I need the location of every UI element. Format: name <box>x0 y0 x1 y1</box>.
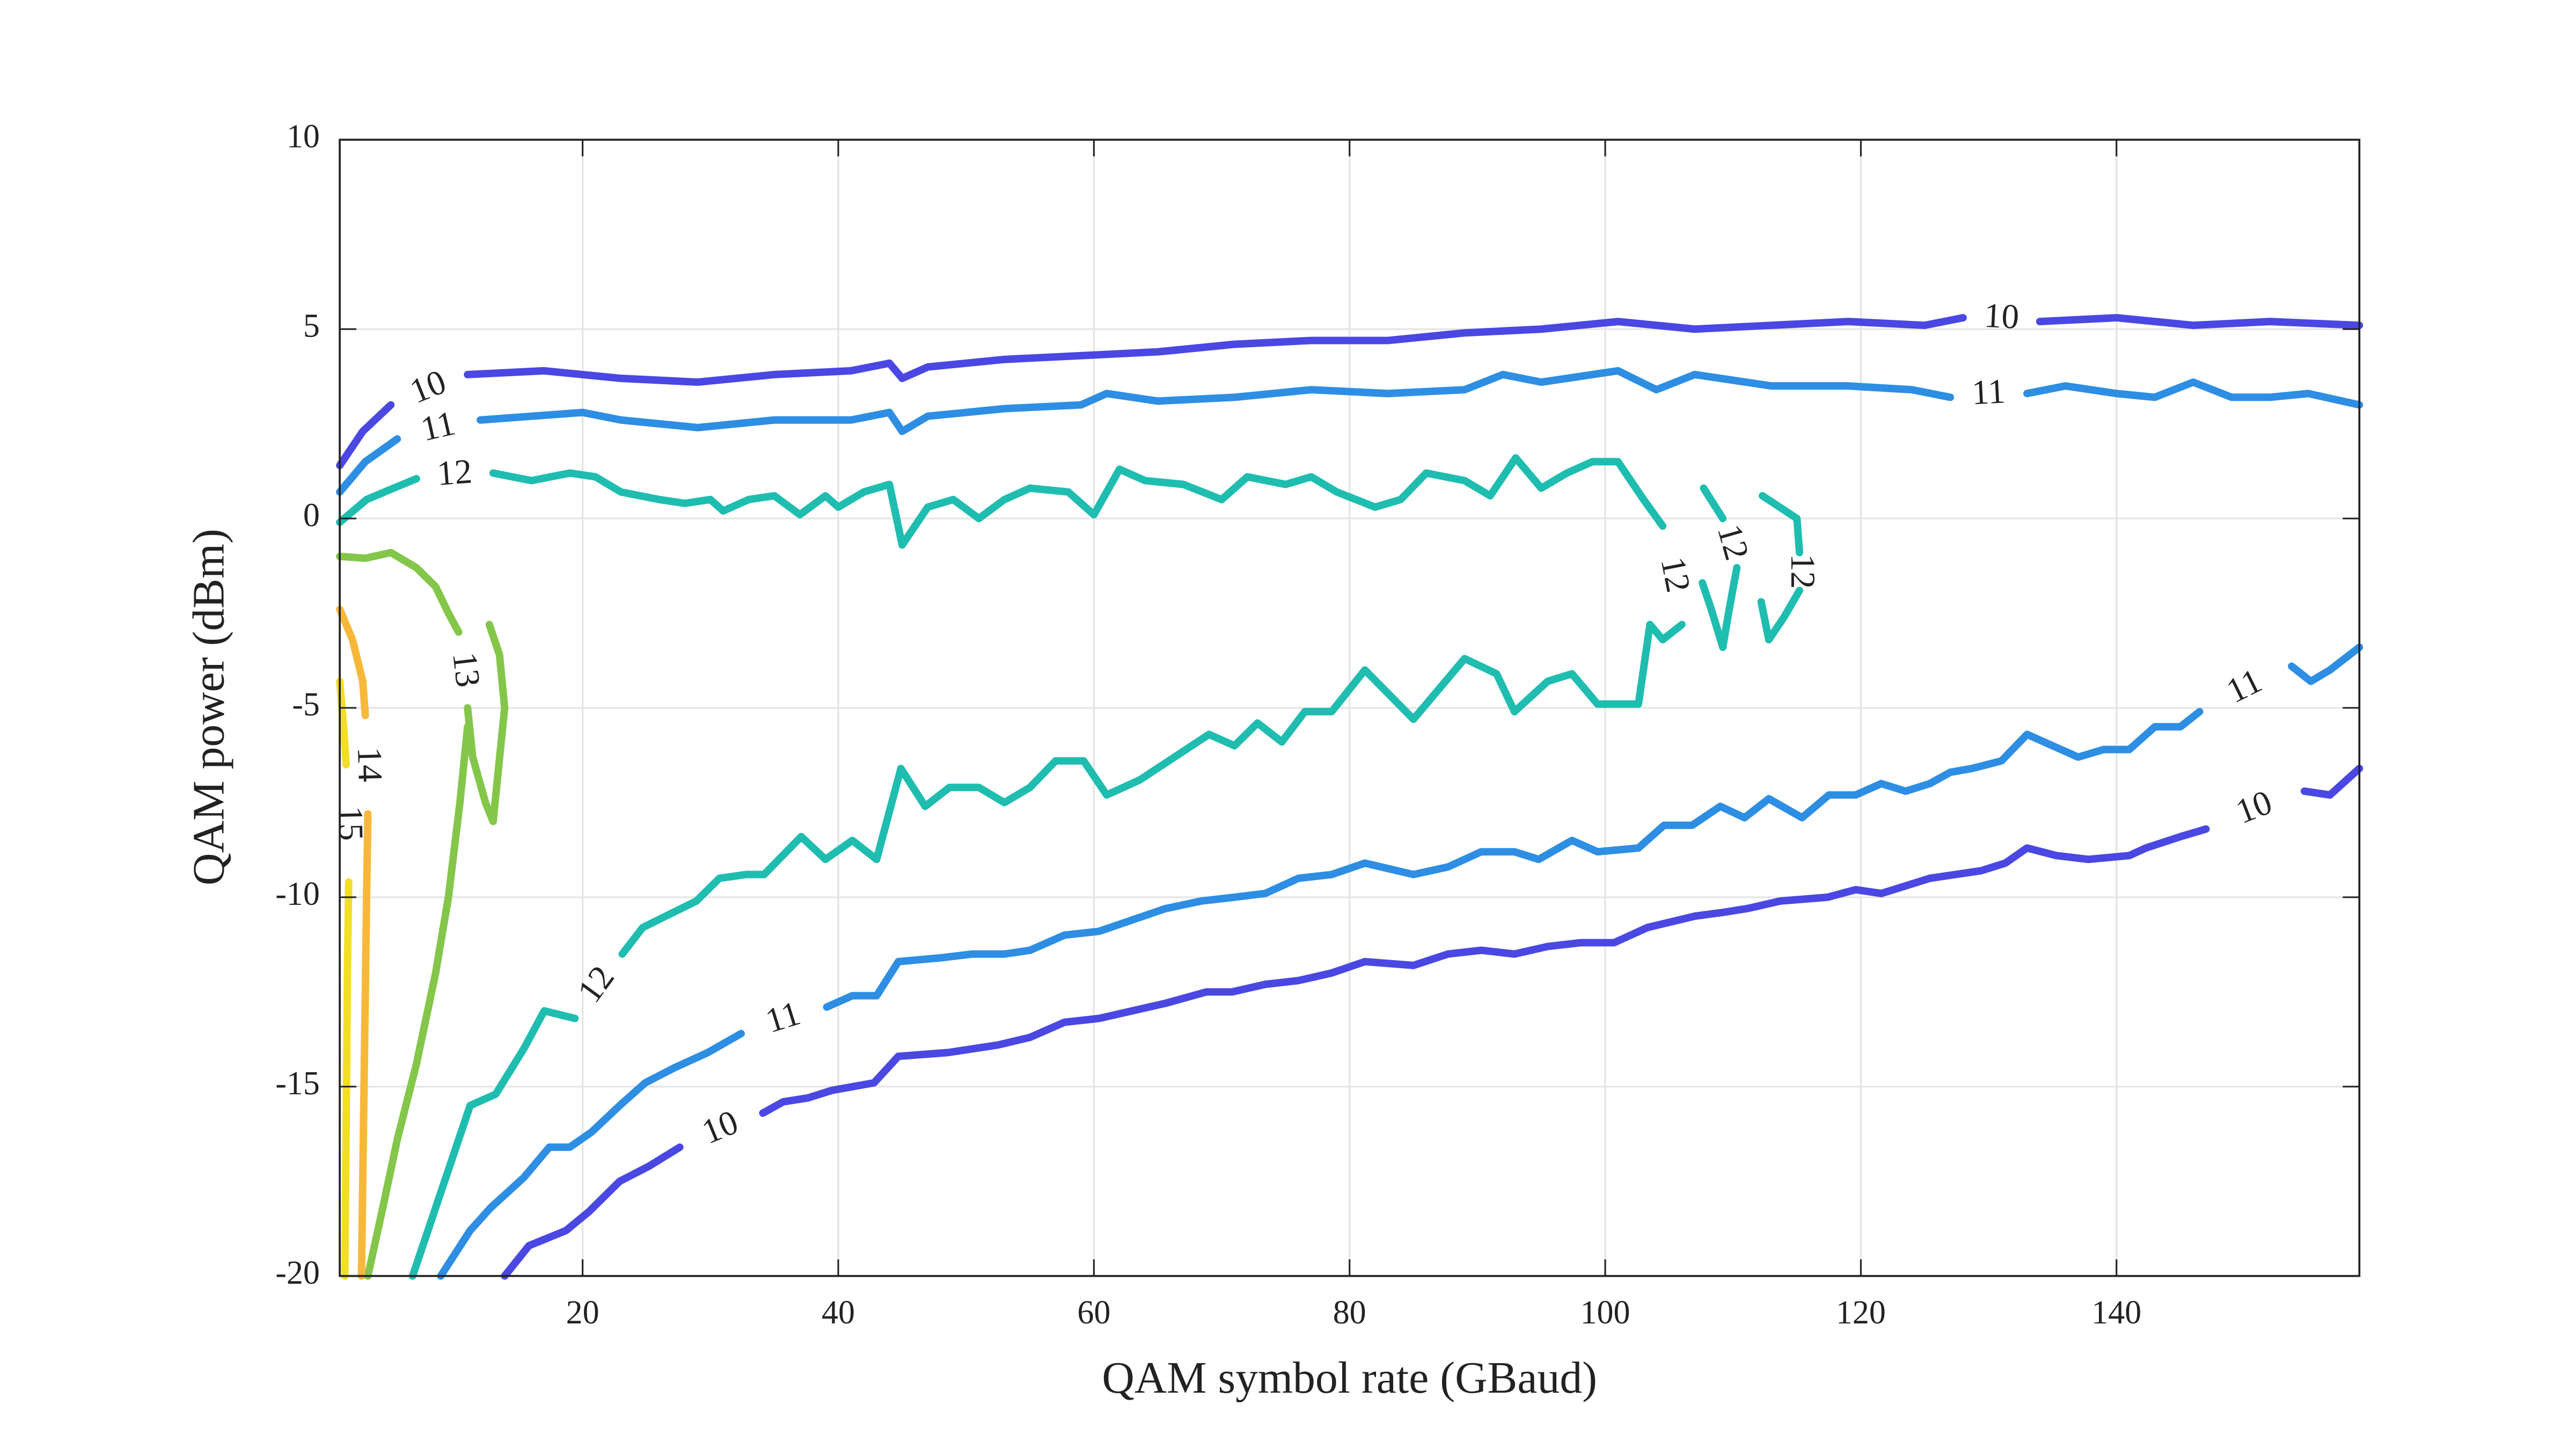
x-tick-label: 80 <box>1333 1294 1366 1331</box>
plot-frame <box>339 138 2361 1277</box>
contour-line <box>336 454 1686 1280</box>
contour-line <box>1699 484 1741 652</box>
y-tick-label: 5 <box>303 308 320 344</box>
contour-line <box>437 643 2363 1280</box>
x-tick-label: 40 <box>822 1294 855 1331</box>
y-tick-label: -15 <box>275 1065 320 1102</box>
x-tick-label: 140 <box>2091 1294 2141 1331</box>
y-axis-label: QAM power (dBm) <box>184 529 234 885</box>
x-tick-label: 60 <box>1077 1294 1110 1331</box>
contour-label: 13 <box>445 650 487 689</box>
contour-line <box>364 723 472 1280</box>
contour-line <box>336 367 2363 496</box>
contour-line <box>336 548 509 825</box>
contour-line <box>501 764 2363 1280</box>
contour-label: 14 <box>350 747 390 782</box>
contour-line <box>336 677 353 1280</box>
x-tick-label: 100 <box>1580 1294 1630 1331</box>
x-tick-label: 20 <box>566 1294 599 1331</box>
x-axis-label: QAM symbol rate (GBaud) <box>1102 1353 1597 1403</box>
x-tick-label: 120 <box>1836 1294 1886 1331</box>
y-tick-label: -5 <box>292 686 320 723</box>
axes: 20 40 60 80 100 120 140 -20 -15 -10 -5 0 5 10 <box>275 119 2361 1331</box>
y-tick-label: -20 <box>275 1255 320 1291</box>
contour-label: 11 <box>1971 372 2006 412</box>
contour-line <box>336 314 2363 470</box>
y-tick-label: 10 <box>287 119 320 155</box>
contour-label: 11 <box>418 404 459 449</box>
y-tick-label: -10 <box>275 876 320 912</box>
contour-label: 12 <box>1783 554 1822 589</box>
y-tick-label: 0 <box>303 497 320 533</box>
contour-label: 12 <box>1653 554 1697 596</box>
contour-label: 12 <box>436 452 473 493</box>
contour-label: 15 <box>331 806 370 841</box>
contour-label: 10 <box>1983 296 2020 336</box>
contour-line <box>1757 492 1804 643</box>
contour-line <box>336 605 372 1280</box>
